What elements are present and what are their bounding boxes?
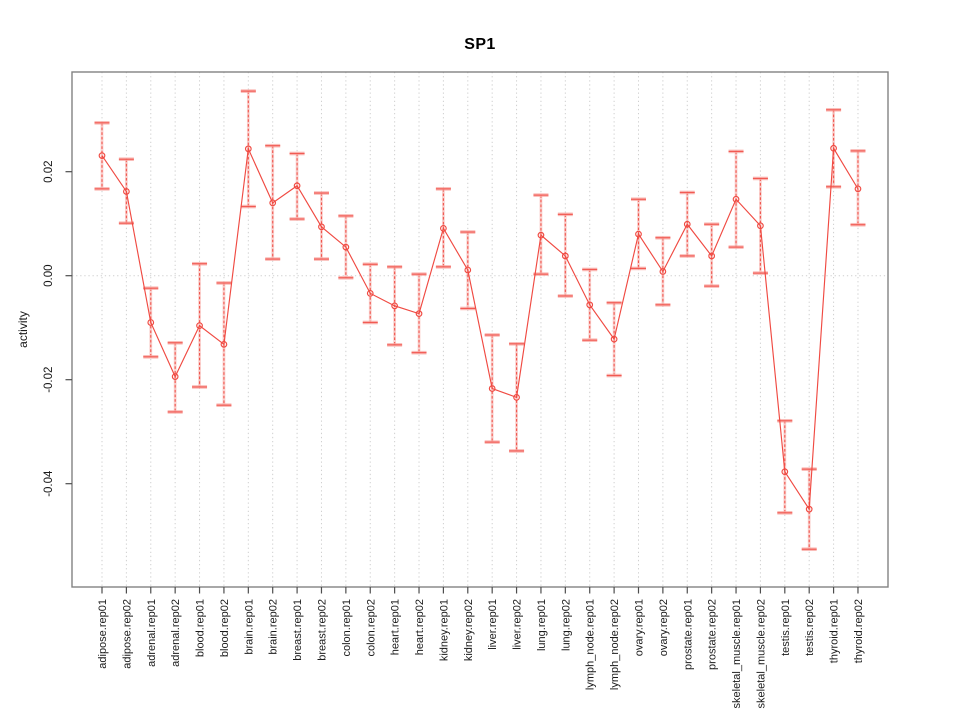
data-point: [98, 152, 106, 159]
x-tick-label: heart.rep02: [414, 599, 426, 655]
x-tick-label: kidney.rep02: [463, 599, 475, 661]
data-point: [708, 252, 716, 260]
data-point: [147, 319, 155, 326]
x-tick-label: colon.rep01: [341, 599, 353, 657]
data-point: [513, 394, 520, 401]
data-point: [342, 243, 350, 251]
x-tick-label: testis.rep02: [804, 599, 816, 656]
x-tick-label: thyroid.rep01: [829, 599, 841, 663]
data-point: [415, 310, 423, 318]
grid-lines: [72, 72, 888, 587]
data-point: [757, 222, 764, 230]
x-tick-label: skeletal_muscle.rep02: [755, 599, 767, 708]
data-point: [171, 373, 179, 380]
x-tick-label: lung.rep02: [560, 599, 572, 651]
x-tick-label: heart.rep01: [390, 599, 402, 655]
data-point: [659, 268, 667, 275]
x-tick-label: prostate.rep01: [682, 599, 694, 670]
data-point: [366, 290, 374, 297]
data-point: [830, 144, 837, 152]
data-point: [805, 505, 813, 513]
data-point: [610, 335, 618, 343]
x-tick-label: prostate.rep02: [707, 599, 719, 670]
data-point: [269, 199, 277, 207]
data-point: [244, 145, 252, 153]
data-point: [464, 266, 472, 274]
x-tick-label: lymph_node.rep01: [585, 599, 597, 690]
x-tick-labels: adipose.rep01 adipose.rep02 adrenal.rep01 a…: [97, 599, 865, 708]
data-point: [781, 468, 789, 476]
x-tick-label: lymph_node.rep02: [609, 599, 621, 690]
y-axis-label: activity: [16, 311, 30, 348]
data-point: [391, 302, 399, 310]
data-point: [635, 230, 642, 238]
axis-ticks: [65, 171, 859, 594]
x-tick-label: blood.rep01: [195, 599, 207, 657]
data-point: [561, 252, 569, 260]
data-point: [318, 223, 325, 231]
x-tick-label: liver.rep02: [512, 599, 524, 650]
x-tick-label: thyroid.rep02: [853, 599, 865, 663]
data-point: [488, 385, 496, 392]
x-tick-label: testis.rep01: [780, 599, 792, 656]
data-point: [220, 340, 228, 348]
data-point: [683, 220, 691, 228]
x-tick-label: colon.rep02: [365, 599, 377, 657]
data-point: [586, 301, 594, 309]
y-tick-label: -0.02: [43, 367, 55, 393]
x-tick-label: adrenal.rep02: [170, 599, 182, 667]
data-point: [293, 182, 301, 190]
data-point: [537, 231, 545, 239]
y-tick-label: 0.00: [43, 265, 55, 287]
x-tick-label: kidney.rep01: [438, 599, 450, 661]
x-tick-label: lung.rep01: [536, 599, 548, 651]
x-tick-label: breast.rep02: [316, 599, 328, 661]
x-tick-label: breast.rep01: [292, 599, 304, 661]
x-tick-label: blood.rep02: [219, 599, 231, 657]
plot-border: [71, 71, 889, 588]
x-tick-label: ovary.rep01: [633, 599, 645, 656]
data-point: [854, 185, 862, 193]
x-tick-label: brain.rep01: [243, 599, 255, 655]
x-tick-label: ovary.rep02: [658, 599, 670, 656]
data-point: [123, 188, 130, 195]
data-point: [732, 195, 740, 203]
data-point: [440, 225, 447, 232]
y-tick-labels: 0.02 0.00 -0.02 -0.04: [43, 161, 55, 497]
x-tick-label: liver.rep01: [487, 599, 499, 650]
y-tick-label: -0.04: [43, 470, 55, 497]
x-tick-label: adrenal.rep01: [146, 599, 158, 667]
x-tick-label: skeletal_muscle.rep01: [731, 599, 743, 708]
series-line: [101, 146, 859, 511]
y-tick-label: 0.02: [43, 161, 55, 183]
x-tick-label: adipose.rep02: [121, 599, 133, 669]
x-tick-label: adipose.rep01: [97, 599, 109, 669]
error-bars: [94, 89, 866, 552]
x-tick-label: brain.rep02: [268, 599, 280, 655]
data-points: [98, 144, 862, 513]
data-point: [196, 322, 203, 329]
chart-title: SP1: [464, 36, 496, 53]
